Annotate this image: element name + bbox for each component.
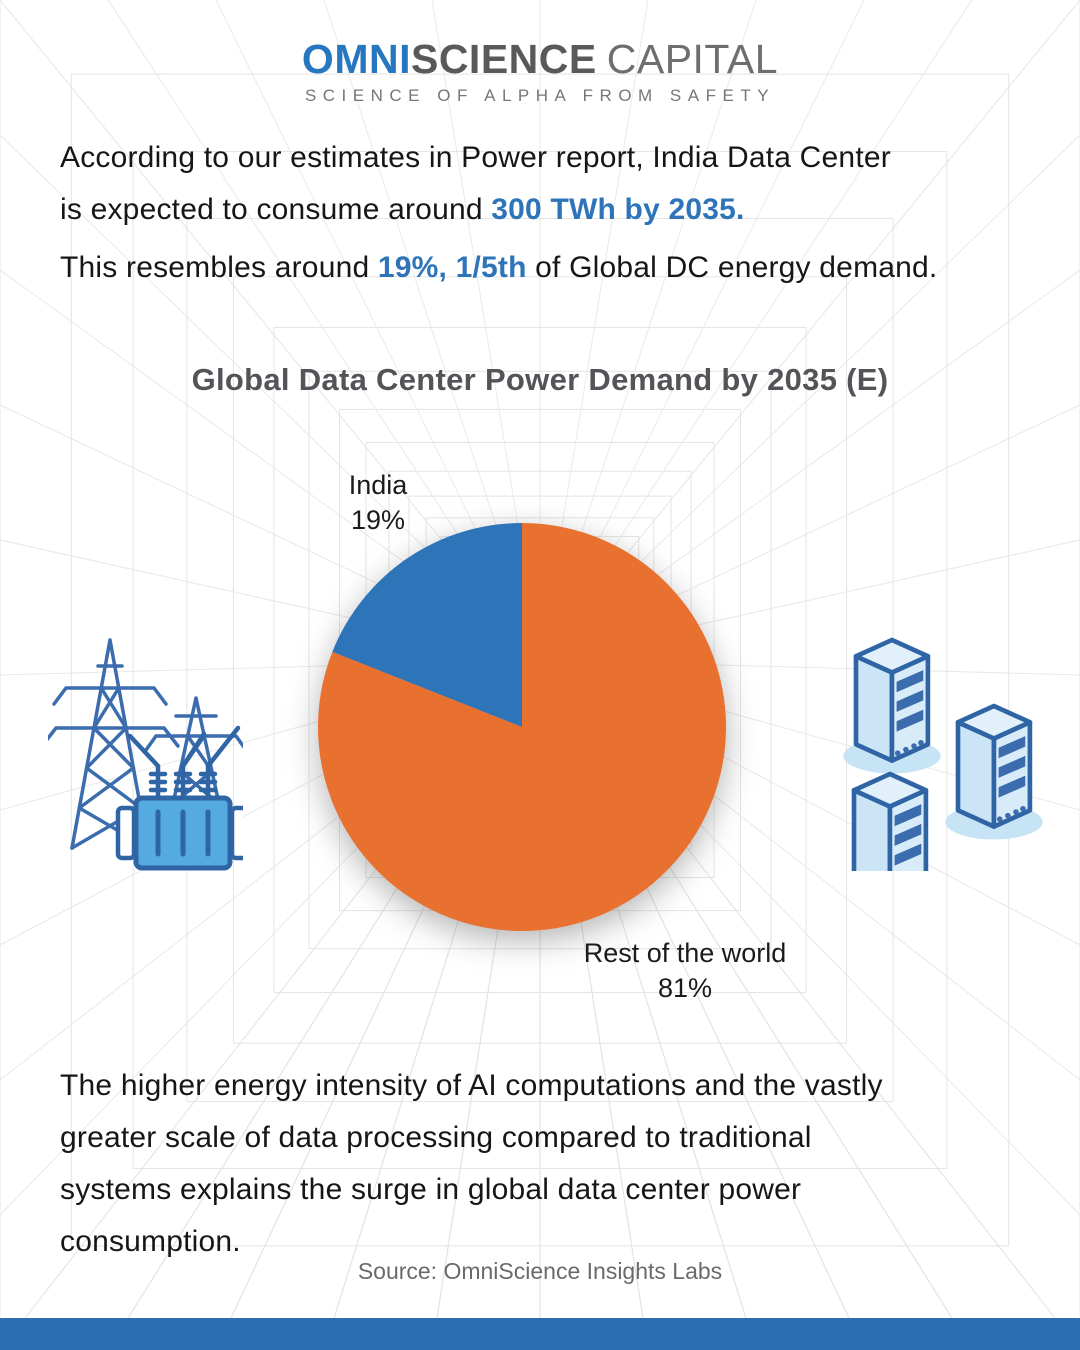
chart-title: Global Data Center Power Demand by 2035 …	[191, 362, 889, 397]
intro-p1-line1: According to our estimates in Power repo…	[60, 141, 891, 174]
footer-line-1: The higher energy intensity of AI comput…	[60, 1069, 883, 1102]
server-tower-1-icon	[843, 640, 940, 773]
footer-line-3: systems explains the surge in global dat…	[60, 1173, 802, 1206]
brand-word-capital: CAPITAL	[606, 36, 779, 82]
power-grid-icon	[48, 638, 243, 871]
intro-p1-highlight: 300 TWh by 2035.	[491, 193, 745, 226]
pie-slice-rest-of-the-world	[318, 523, 727, 931]
intro-p2-suffix: of Global DC energy demand.	[526, 251, 938, 284]
server-tower-3-icon	[841, 774, 938, 871]
pie-label-india-name: India	[348, 470, 408, 500]
brand-word-omni: OMNI	[301, 36, 411, 82]
bottom-accent-bar	[0, 1318, 1080, 1350]
footer-line-2: greater scale of data processing compare…	[60, 1121, 812, 1154]
brand-word-science: SCIENCE	[410, 36, 597, 82]
pie-label-india: India 19%	[278, 468, 478, 538]
intro-p1-line2: is expected to consume around	[60, 193, 492, 226]
intro-p2-prefix: This resembles around	[60, 251, 378, 284]
intro-p2-highlight: 19%, 1/5th	[377, 251, 527, 284]
footer-paragraph: The higher energy intensity of AI comput…	[60, 1060, 1040, 1268]
brand-logo: OMNISCIENCE CAPITAL SCIENCE OF ALPHA FROM…	[0, 38, 1080, 106]
pie-label-row-name: Rest of the world	[583, 938, 787, 968]
source-credit: Source: OmniScience Insights Labs	[357, 1258, 723, 1284]
intro-paragraph-2: This resembles around 19%, 1/5th of Glob…	[60, 242, 1035, 294]
pie-chart	[318, 523, 727, 931]
server-towers-icon	[838, 636, 1043, 871]
intro-paragraph-1: According to our estimates in Power repo…	[60, 132, 1035, 236]
pie-slice-india	[332, 523, 522, 727]
brand-logo-wordmark: OMNISCIENCE CAPITAL	[0, 38, 1080, 80]
footer-line-4: consumption.	[60, 1225, 241, 1258]
pie-label-row-pct: 81%	[657, 973, 713, 1003]
server-tower-2-icon	[945, 706, 1042, 839]
pie-label-rest-of-world: Rest of the world 81%	[480, 936, 890, 1006]
pie-label-india-pct: 19%	[350, 505, 406, 535]
transformer-icon	[115, 725, 243, 871]
brand-tagline: SCIENCE OF ALPHA FROM SAFETY	[304, 86, 776, 105]
